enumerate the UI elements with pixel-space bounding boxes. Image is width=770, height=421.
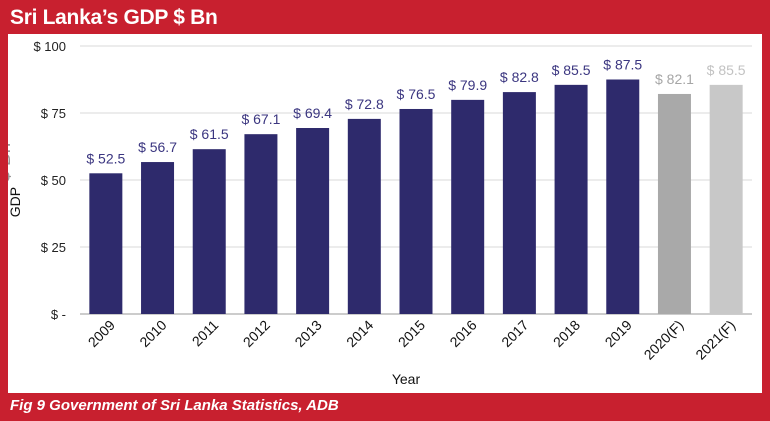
data-label: $ 56.7 xyxy=(138,139,177,155)
x-tick-label: 2021(F) xyxy=(692,317,738,363)
bar xyxy=(502,92,536,314)
x-tick-label: 2009 xyxy=(85,317,118,350)
bar xyxy=(709,84,743,314)
bar xyxy=(657,93,691,314)
bar xyxy=(192,149,226,314)
bar xyxy=(399,108,433,314)
data-label: $ 85.5 xyxy=(552,62,591,78)
x-tick-label: 2017 xyxy=(498,317,531,350)
bar xyxy=(141,162,175,314)
y-tick-label: $ 50 xyxy=(41,173,66,188)
bar xyxy=(296,128,330,314)
data-label: $ 82.1 xyxy=(655,71,694,87)
x-tick-label: 2014 xyxy=(343,317,376,350)
x-tick-label: 2018 xyxy=(550,317,583,350)
bar xyxy=(554,84,588,314)
bar xyxy=(451,99,485,314)
data-label: $ 87.5 xyxy=(603,57,642,73)
x-tick-label: 2015 xyxy=(395,317,428,350)
data-label: $ 67.1 xyxy=(241,111,280,127)
bar xyxy=(606,79,640,314)
bar xyxy=(89,173,123,314)
y-tick-label: $ 25 xyxy=(41,240,66,255)
data-label: $ 72.8 xyxy=(345,96,384,112)
data-label: $ 79.9 xyxy=(448,77,487,93)
x-tick-label: 2011 xyxy=(189,317,222,350)
x-tick-label: 2013 xyxy=(291,317,324,350)
x-tick-label: 2010 xyxy=(136,317,169,350)
x-axis-title: Year xyxy=(392,371,421,387)
y-tick-label: $ - xyxy=(51,307,66,322)
bar xyxy=(244,134,278,314)
y-axis-title: GDP$ Bn xyxy=(8,143,23,217)
x-tick-label: 2019 xyxy=(602,317,635,350)
y-tick-label: $ 75 xyxy=(41,106,66,121)
source-caption: Fig 9 Government of Sri Lanka Statistics… xyxy=(10,397,339,414)
x-tick-label: 2020(F) xyxy=(641,317,687,363)
bar xyxy=(347,118,381,315)
data-label: $ 82.8 xyxy=(500,69,539,85)
x-tick-label: 2012 xyxy=(240,317,273,350)
x-tick-label: 2016 xyxy=(446,317,479,350)
data-label: $ 85.5 xyxy=(707,62,746,78)
data-label: $ 61.5 xyxy=(190,126,229,142)
data-label: $ 52.5 xyxy=(86,150,125,166)
data-label: $ 69.4 xyxy=(293,105,332,121)
data-label: $ 76.5 xyxy=(397,86,436,102)
bar-chart: $ - $ 25 $ 50 $ 75 $ 100 GDP$ Bn $ 52.5 2009 $ 5… xyxy=(0,39,752,387)
chart-panel: $ - $ 25 $ 50 $ 75 $ 100 GDP$ Bn $ 52.5 2009 $ 5… xyxy=(0,34,762,393)
y-tick-label: $ 100 xyxy=(33,39,66,54)
chart-title: Sri Lanka’s GDP $ Bn xyxy=(10,6,218,29)
